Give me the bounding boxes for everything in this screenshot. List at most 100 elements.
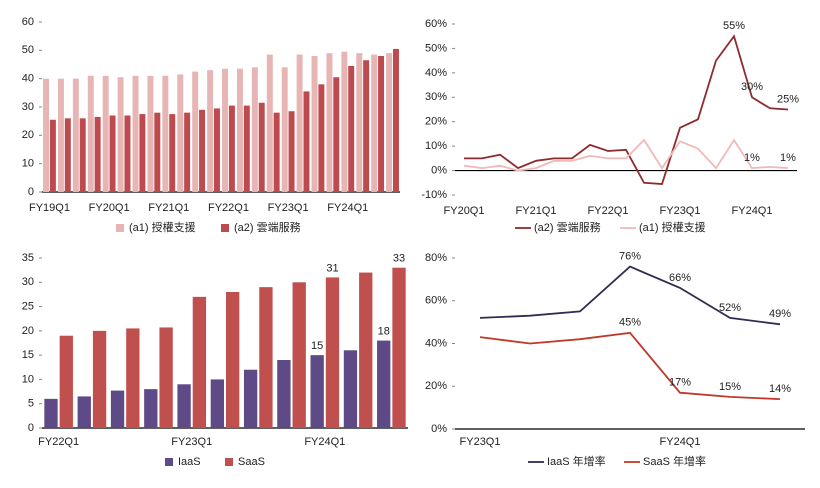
- bar: [72, 78, 79, 192]
- bar: [377, 340, 391, 428]
- bar: [59, 335, 73, 428]
- bar: [192, 296, 207, 428]
- y-tick-label: 30: [22, 276, 34, 288]
- x-tick-label: FY19Q1: [29, 202, 70, 214]
- bar: [392, 48, 399, 192]
- bar: [117, 77, 124, 192]
- data-label: 18: [378, 325, 390, 337]
- bar: [154, 112, 161, 192]
- y-tick-label: 0%: [431, 423, 447, 435]
- legend-label: (a2) 雲端服務: [234, 220, 301, 234]
- bar: [109, 115, 116, 192]
- y-tick-label: 10%: [425, 140, 447, 152]
- bar: [126, 328, 140, 428]
- bar: [333, 77, 340, 192]
- x-tick-label: FY23Q1: [268, 202, 309, 214]
- legend-label: SaaS: [238, 456, 265, 468]
- bar: [303, 91, 310, 192]
- bar: [259, 287, 273, 428]
- y-tick-label: 25: [22, 300, 34, 312]
- legend-label: (a1) 授權支援: [639, 220, 706, 234]
- y-tick-label: 30%: [425, 91, 447, 103]
- x-tick-label: FY22Q1: [38, 436, 79, 448]
- data-label: 15%: [719, 381, 741, 393]
- line: [464, 34, 789, 185]
- legend-label: IaaS 年增率: [547, 454, 606, 468]
- bar: [343, 350, 358, 428]
- y-tick-label: 15: [22, 349, 34, 361]
- bar: [326, 53, 333, 192]
- data-label: 55%: [723, 20, 745, 32]
- bar: [288, 111, 295, 192]
- bar: [139, 114, 146, 192]
- y-tick-label: 35: [22, 252, 34, 264]
- bar: [251, 67, 258, 192]
- x-tick-label: FY24Q1: [660, 436, 701, 448]
- line: [479, 265, 781, 326]
- legend-label: (a2) 雲端服務: [534, 220, 601, 234]
- x-tick-label: FY22Q1: [588, 205, 629, 217]
- x-tick-label: FY24Q1: [327, 202, 368, 214]
- bar: [213, 108, 220, 192]
- bar: [363, 60, 370, 192]
- bar: [64, 118, 71, 192]
- bar: [296, 54, 303, 193]
- legend-swatch: [221, 224, 229, 232]
- bar: [192, 71, 199, 192]
- bar: [94, 116, 101, 192]
- legend-label: (a1) 授權支援: [129, 220, 196, 234]
- x-tick-label: FY21Q1: [516, 205, 557, 217]
- bar: [392, 267, 406, 428]
- y-tick-label: 30: [22, 101, 34, 113]
- data-label: 49%: [769, 308, 791, 320]
- bar: [273, 112, 280, 192]
- bar: [177, 74, 184, 192]
- bar: [124, 115, 131, 192]
- data-label: 25%: [777, 93, 799, 105]
- legend-swatch: [165, 458, 173, 466]
- y-tick-label: 50: [22, 44, 34, 56]
- legend-swatch: [116, 224, 124, 232]
- y-tick-label: 40%: [425, 337, 447, 349]
- y-tick-label: 20%: [425, 116, 447, 128]
- y-tick-label: 0%: [431, 164, 447, 176]
- bar: [243, 105, 250, 192]
- bar: [49, 119, 56, 192]
- bar: [225, 292, 240, 428]
- y-tick-label: 0: [28, 186, 34, 198]
- legend-swatch: [225, 458, 233, 466]
- y-tick-label: 40: [22, 73, 34, 85]
- data-label: 31: [326, 262, 338, 274]
- bar: [281, 67, 288, 192]
- bar: [184, 112, 191, 192]
- bar: [356, 53, 363, 192]
- bar: [311, 56, 318, 192]
- y-tick-label: 50%: [425, 42, 447, 54]
- bar: [341, 51, 348, 192]
- y-tick-label: 60%: [425, 295, 447, 307]
- bar: [44, 398, 58, 428]
- y-tick-label: 20%: [425, 380, 447, 392]
- data-label: 1%: [780, 152, 796, 164]
- bar: [162, 75, 169, 192]
- x-tick-label: FY21Q1: [148, 202, 189, 214]
- y-tick-label: -10%: [421, 189, 447, 201]
- line: [463, 138, 789, 172]
- x-tick-label: FY24Q1: [732, 205, 773, 217]
- bar: [102, 75, 109, 192]
- line: [479, 331, 781, 400]
- bar: [92, 330, 107, 428]
- bar: [79, 118, 86, 192]
- y-tick-label: 5: [28, 398, 34, 410]
- x-tick-label: FY23Q1: [660, 205, 701, 217]
- x-tick-label: FY23Q1: [171, 436, 212, 448]
- bar: [87, 75, 94, 192]
- bar: [236, 68, 243, 192]
- bar: [277, 360, 291, 428]
- bar: [57, 78, 64, 192]
- bar: [144, 389, 158, 428]
- bar: [199, 109, 206, 192]
- data-label: 66%: [669, 272, 691, 284]
- bar: [159, 327, 173, 428]
